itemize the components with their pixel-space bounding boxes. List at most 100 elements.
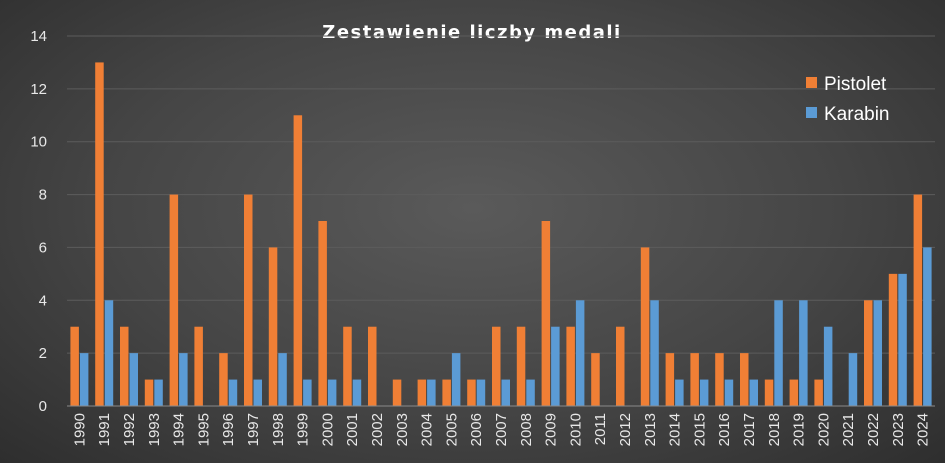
bar-pistolet-2001: [343, 326, 352, 406]
legend-label-karabin: Karabin: [824, 104, 890, 125]
x-tick-label: 2004: [419, 413, 436, 446]
x-tick-label: 2005: [443, 413, 460, 446]
y-tick-label: 14: [30, 28, 47, 45]
bar-karabin-2022: [873, 300, 882, 406]
y-axis-ticks: 0 2 4 6 8 10 12 14: [30, 28, 47, 415]
bar-pistolet-2015: [690, 353, 699, 406]
x-tick-label: 1996: [220, 413, 237, 446]
x-tick-label: 2014: [667, 413, 684, 446]
x-tick-label: 1999: [295, 413, 312, 446]
x-tick-label: 2002: [369, 413, 386, 446]
legend-swatch-pistolet: [806, 77, 817, 88]
bar-karabin-2004: [427, 379, 436, 406]
legend-label-pistolet: Pistolet: [824, 74, 887, 95]
x-tick-label: 2022: [865, 413, 882, 446]
bar-pistolet-2013: [640, 247, 650, 406]
y-tick-label: 10: [30, 134, 47, 151]
bar-pistolet-1992: [120, 326, 129, 406]
x-tick-label: 2007: [493, 413, 510, 446]
bar-pistolet-2024: [913, 194, 923, 406]
bar-pistolet-1998: [268, 247, 278, 406]
bar-karabin-1992: [129, 353, 138, 406]
bar-karabin-2021: [848, 353, 858, 406]
bar-karabin-2014: [675, 379, 684, 406]
x-tick-label: 2013: [642, 413, 659, 446]
bar-pistolet-2002: [368, 326, 377, 406]
x-tick-label: 2000: [319, 413, 336, 446]
legend: Pistolet Karabin: [806, 74, 890, 125]
bar-karabin-2018: [774, 300, 783, 406]
bar-karabin-1998: [278, 353, 287, 406]
bar-pistolet-2018: [764, 379, 774, 406]
bar-karabin-2000: [327, 379, 337, 406]
x-tick-label: 1995: [195, 413, 212, 446]
bar-karabin-2010: [575, 300, 585, 406]
x-tick-label: 2019: [791, 413, 808, 446]
x-tick-label: 2020: [815, 413, 832, 446]
bar-karabin-1997: [253, 379, 262, 406]
x-tick-label: 2016: [716, 413, 733, 446]
gridlines: [67, 35, 935, 354]
chart-title: Zestawienie liczby medali: [322, 22, 621, 43]
bar-pistolet-1990: [70, 326, 79, 406]
bar-pistolet-2022: [864, 300, 873, 406]
bars: [70, 62, 932, 407]
bar-pistolet-2019: [789, 379, 799, 406]
x-tick-label: 2006: [468, 413, 485, 446]
bar-pistolet-2009: [541, 221, 551, 406]
bar-pistolet-2012: [616, 326, 625, 406]
y-tick-label: 0: [39, 398, 47, 415]
bar-karabin-2006: [476, 379, 486, 406]
x-tick-label: 1991: [96, 413, 113, 446]
x-tick-label: 1992: [121, 413, 138, 446]
x-tick-label: 2001: [344, 413, 361, 446]
bar-pistolet-2005: [442, 379, 451, 406]
x-tick-label: 2018: [766, 413, 783, 446]
bar-karabin-2024: [923, 247, 932, 406]
x-tick-label: 2024: [915, 413, 932, 446]
bar-karabin-2019: [799, 300, 808, 406]
x-tick-label: 2023: [890, 413, 907, 446]
x-tick-label: 2015: [691, 413, 708, 446]
bar-pistolet-1991: [95, 62, 104, 407]
bar-pistolet-1995: [194, 326, 203, 406]
y-tick-label: 12: [30, 81, 47, 98]
bar-pistolet-2010: [566, 326, 575, 406]
bar-pistolet-2016: [715, 353, 724, 406]
x-tick-label: 1997: [245, 413, 262, 446]
bar-karabin-2001: [352, 379, 362, 406]
bar-karabin-2020: [823, 326, 833, 406]
bar-pistolet-2011: [591, 353, 600, 406]
bar-pistolet-2003: [392, 379, 402, 406]
bar-pistolet-1993: [144, 379, 154, 406]
y-tick-label: 4: [39, 292, 47, 309]
x-tick-label: 1998: [270, 413, 287, 446]
bar-pistolet-1997: [244, 194, 253, 406]
bar-karabin-2005: [451, 353, 461, 406]
x-tick-label: 2011: [592, 413, 609, 445]
y-tick-label: 2: [39, 345, 47, 362]
bar-karabin-1990: [79, 353, 89, 406]
bar-pistolet-2000: [318, 221, 327, 406]
bar-karabin-2017: [749, 379, 758, 406]
bar-pistolet-2020: [814, 379, 823, 406]
y-tick-label: 6: [39, 239, 47, 256]
legend-swatch-karabin: [806, 107, 817, 118]
bar-pistolet-2007: [492, 326, 501, 406]
x-tick-label: 2003: [394, 413, 411, 446]
x-tick-label: 2010: [567, 413, 584, 446]
bar-karabin-1996: [228, 379, 238, 406]
bar-karabin-2013: [650, 300, 659, 406]
bar-pistolet-1994: [169, 194, 179, 406]
x-tick-label: 2009: [543, 413, 560, 446]
bar-karabin-1999: [303, 379, 312, 406]
x-tick-label: 1990: [71, 413, 88, 446]
bar-pistolet-1996: [219, 353, 228, 406]
x-tick-label: 2008: [518, 413, 535, 446]
bar-pistolet-2017: [740, 353, 749, 406]
x-tick-label: 1993: [146, 413, 163, 446]
bar-karabin-2007: [501, 379, 510, 406]
x-tick-label: 2017: [741, 413, 758, 446]
bar-pistolet-2014: [665, 353, 675, 406]
